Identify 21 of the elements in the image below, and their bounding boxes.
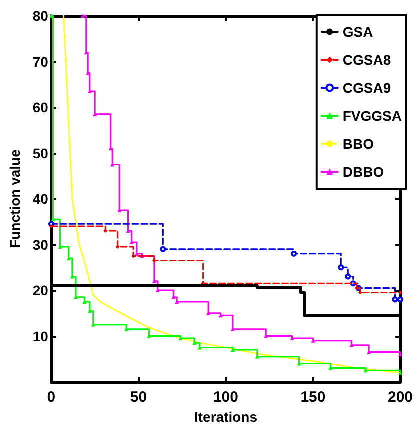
legend-label: FVGGSA [342, 108, 402, 124]
x-tick-label: 100 [213, 389, 238, 406]
y-tick-label: 30 [32, 236, 49, 253]
legend-label: GSA [342, 24, 374, 40]
x-tick-label: 200 [388, 389, 413, 406]
x-axis-title: Iterations [194, 409, 258, 425]
x-tick-label: 150 [300, 389, 326, 406]
legend-label: BBO [342, 136, 374, 152]
x-tick-label: 50 [130, 389, 148, 406]
y-tick-label: 10 [32, 328, 49, 344]
y-tick-label: 80 [32, 8, 49, 24]
y-tick-label: 50 [32, 145, 49, 162]
y-tick-label: 40 [32, 191, 49, 207]
y-axis-title: Function value [7, 149, 23, 248]
legend-label: CGSA8 [342, 52, 392, 68]
y-tick-label: 20 [32, 282, 49, 298]
legend-label: CGSA9 [342, 80, 392, 96]
x-tick-label: 0 [47, 389, 56, 406]
y-tick-label: 70 [32, 54, 49, 70]
legend-label: DBBO [342, 164, 384, 180]
y-tick-label: 60 [32, 100, 49, 116]
